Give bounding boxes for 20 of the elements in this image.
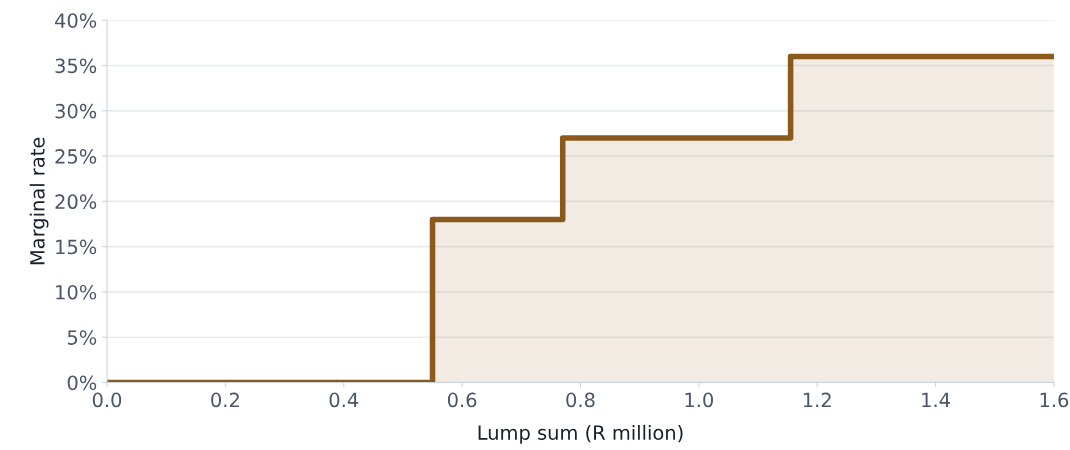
y-tick-label: 5% [67,330,97,345]
x-tick-label: 1.0 [685,392,714,408]
y-axis-title: Marginal rate [29,137,49,265]
x-tick-label: 1.6 [1040,392,1069,408]
y-tick-label: 10% [56,284,97,300]
x-tick-label: 0.6 [447,392,477,408]
x-axis-title: Lump sum (R million) [478,424,683,444]
y-tick-label: 30% [55,103,97,119]
y-tick-label: 35% [55,58,97,74]
x-tick-label: 1.2 [803,392,831,407]
y-tick-label: 40% [55,13,97,28]
x-tick-label: 0.2 [211,392,239,408]
y-tick-label: 25% [55,149,97,164]
y-tick-label: 15% [56,239,97,255]
y-tick-label: 20% [55,194,97,210]
x-tick-label: 0.4 [329,392,359,408]
x-tick-label: 0.0 [92,392,122,408]
x-tick-label: 0.8 [566,392,595,408]
x-tick-label: 1.4 [922,392,950,407]
y-tick-label: 0% [67,375,97,391]
